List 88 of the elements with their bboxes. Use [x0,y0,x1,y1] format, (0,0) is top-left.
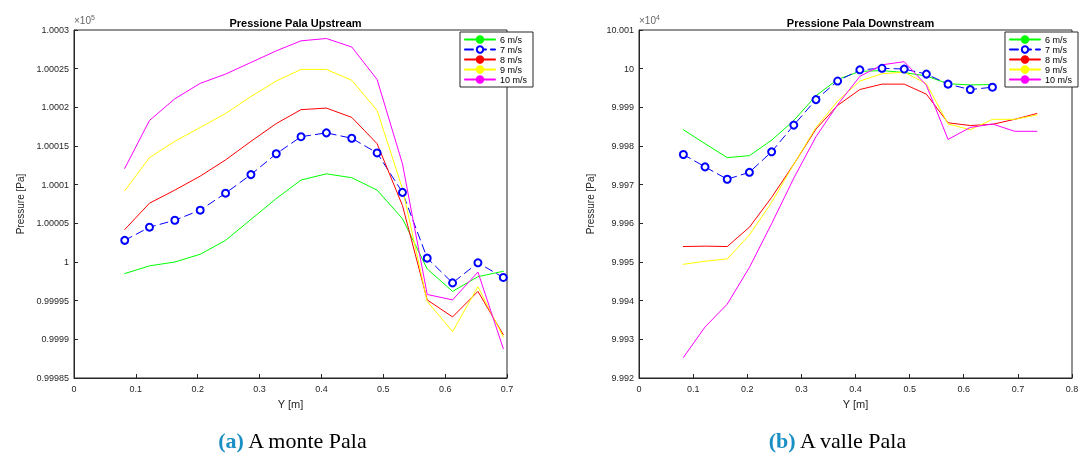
point [965,85,975,95]
point [789,120,799,130]
point [448,278,458,288]
x-tick-label: 0.1 [686,383,700,394]
x-tick-label: 0.4 [315,383,328,394]
point [120,235,130,245]
point [498,272,508,282]
x-axis-title: Y [m] [277,397,304,410]
x-tick-label: 0.6 [438,383,452,394]
y-tick-label: 0.99995 [36,295,69,306]
x-tick-label: 0.3 [253,383,266,394]
x-tick-label: 0.7 [1011,383,1025,394]
legend-label: 10 m/s [1044,74,1073,85]
x-tick-label: 0.7 [500,383,514,394]
point [422,253,432,263]
y-tick-label: 9.992 [611,373,634,383]
y-tick-label: 9.996 [611,218,634,229]
y-tick-label: 1.00005 [36,218,69,229]
point [700,162,710,172]
point [678,150,688,159]
point [397,187,407,197]
y-tick-label: 9.998 [611,141,634,151]
x-tick-label: 0.2 [740,383,754,394]
x-tick-label: 0.5 [903,383,916,394]
y-axis-title: Pressure [Pa] [15,173,27,235]
point [473,258,483,268]
y-tick-label: 1.00015 [36,141,69,151]
point [195,205,205,215]
legend-label: 7 m/s [499,44,523,55]
legend-label: 9 m/s [499,64,523,75]
point [246,170,256,180]
line-series [682,61,1038,359]
point [811,95,821,105]
point [347,133,357,143]
legend-label: 8 m/s [1044,54,1068,65]
point [943,79,953,89]
point [170,215,180,225]
x-tick-label: 0.2 [191,383,204,394]
point [271,149,281,159]
point [921,69,931,79]
y-tick-label: 1.0003 [41,25,69,35]
text: (b) A valle Pala [767,428,908,454]
point [877,63,887,73]
y-tick-label: 9.993 [611,334,634,345]
y-tick-label: 1 [63,257,69,267]
legend-label: 6 m/s [1044,34,1068,45]
legend-label: 9 m/s [1044,64,1068,75]
y-tick-label: 1.0002 [41,102,69,113]
point [321,128,331,138]
text: (a) A monte Pala [217,428,368,454]
point [722,174,732,184]
x-axis-title: Y [m] [842,397,869,410]
y-tick-label: 0.9999 [41,334,69,345]
point [221,188,231,198]
x-tick-label: 0.5 [377,383,390,394]
x-tick-label: 0.3 [795,383,808,394]
point [144,222,154,232]
point [833,76,843,86]
y-tick-label: 10 [623,63,634,74]
x-tick-label: 0 [636,383,642,394]
chart-title: Pressione Pala Upstream [229,16,362,29]
legend-label: 8 m/s [499,54,523,65]
x-tick-label: 0 [71,383,77,394]
y-tick-label: 0.99985 [36,373,69,383]
x-tick-label: 0.8 [1065,383,1079,394]
y-tick-label: 9.994 [611,295,634,306]
y-tick-label: 9.995 [611,257,634,267]
y-axis-title: Pressure [Pa] [585,173,597,235]
y-tick-label: 1.00025 [36,63,69,74]
y-tick-label: 9.997 [611,179,634,190]
legend-label: 6 m/s [499,34,523,45]
line-series [124,107,504,336]
point [899,64,909,74]
x-tick-label: 0.6 [957,383,971,394]
x-tick-label: 0.1 [129,383,143,394]
legend-label: 7 m/s [1044,44,1068,55]
point [296,132,306,142]
point [855,65,865,75]
y-tick-label: 10.001 [606,25,634,35]
legend-label: 10 m/s [499,74,528,85]
y-tick-label: 9.999 [611,102,634,113]
y-tick-label: 1.0001 [41,179,69,190]
chart-title: Pressione Pala Downstream [786,16,935,29]
point [987,82,997,92]
point [372,148,382,158]
point [744,167,754,177]
point [767,147,777,157]
x-tick-label: 0.4 [849,383,862,394]
